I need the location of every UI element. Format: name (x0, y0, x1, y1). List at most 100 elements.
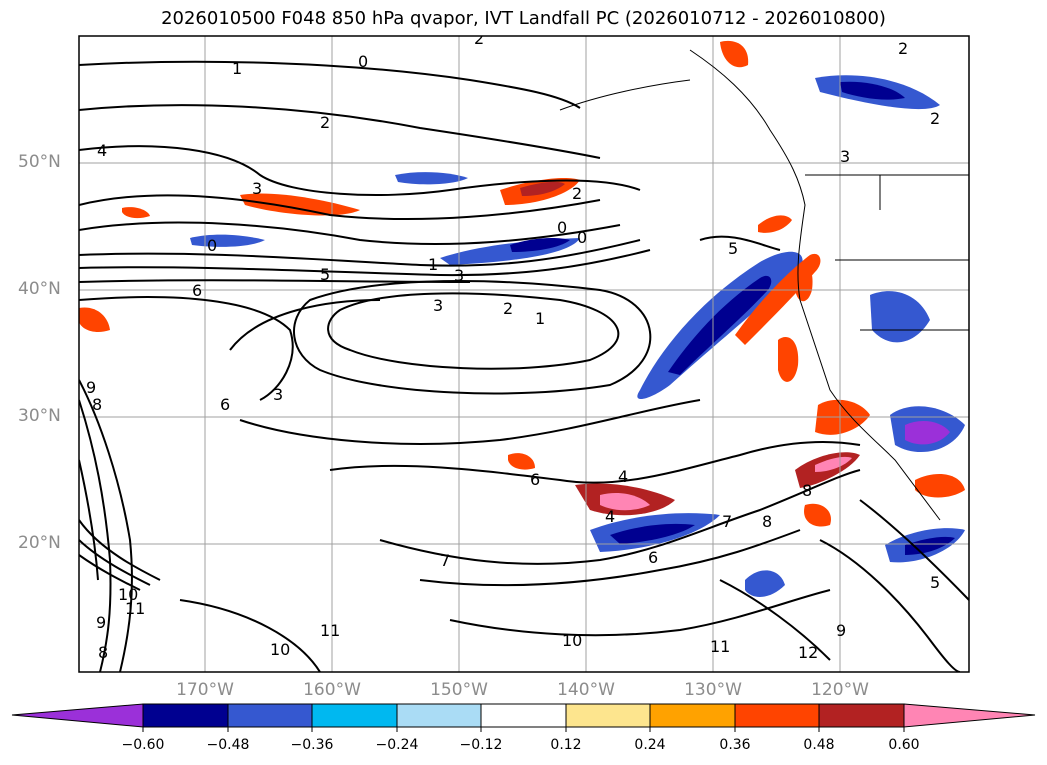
contour-label: 8 (98, 643, 108, 662)
shade-negative (840, 81, 905, 100)
colorbar-tick-label: −0.48 (206, 737, 250, 753)
colorbar-tick-label: −0.12 (459, 737, 503, 753)
contour-label: 8 (762, 512, 772, 531)
contour-label: 11 (125, 599, 145, 618)
colorbar-tick-label: −0.24 (375, 737, 419, 753)
colorbar-tick-label: 0.48 (803, 737, 835, 753)
contour-label: 9 (836, 621, 846, 640)
contour-label: 2 (320, 113, 330, 132)
contour-label: 6 (530, 470, 540, 489)
shade-positive (778, 337, 799, 382)
contour-label: 10 (270, 640, 290, 659)
contour-label: 2 (474, 29, 484, 48)
colorbar-bin (396, 703, 482, 728)
lon-label-140w: 140°W (557, 680, 615, 700)
contour-label: 0 (358, 52, 368, 71)
shade-positive (915, 474, 965, 498)
contour-label: 2 (930, 109, 940, 128)
contour-label: 5 (930, 573, 940, 592)
colorbar-tick-label: 0.24 (634, 737, 666, 753)
shade-positive (758, 215, 792, 233)
contour-label: 0 (557, 218, 567, 237)
plot-frame (78, 35, 970, 673)
map-title: 2026010500 F048 850 hPa qvapor, IVT Land… (161, 8, 886, 29)
colorbar (11, 703, 1036, 732)
contour-label: 2 (572, 184, 582, 203)
colorbar-tick-label: 0.60 (888, 737, 920, 753)
shade-positive (240, 193, 360, 216)
lon-label-150w: 150°W (430, 680, 488, 700)
shade-negative (668, 275, 772, 375)
contour-label: 2 (503, 299, 513, 318)
shade-negative (905, 420, 950, 445)
contour-label: 1 (428, 255, 438, 274)
colorbar-bin (311, 703, 398, 728)
contour-label: 6 (192, 281, 202, 300)
contour-label: 6 (220, 395, 230, 414)
lon-label-130w: 130°W (684, 680, 742, 700)
lon-label-160w: 160°W (303, 680, 361, 700)
colorbar-bin (480, 703, 567, 728)
contour-label: 3 (252, 179, 262, 198)
shade-negative (510, 237, 570, 252)
contour-label: 10 (118, 585, 138, 604)
lon-label-170w: 170°W (176, 680, 234, 700)
graticule (79, 36, 969, 672)
contour-label: 2 (898, 39, 908, 58)
shade-positive (508, 453, 535, 470)
contour-label: 12 (798, 643, 818, 662)
contour-label: 11 (320, 621, 340, 640)
plot-area (79, 36, 969, 672)
shade-positive (122, 207, 150, 219)
colorbar-extend-low (11, 703, 144, 728)
shade-positive (520, 181, 565, 196)
contour-label: 5 (728, 239, 738, 258)
lat-label-20n: 20°N (18, 533, 61, 553)
contour-label: 6 (648, 548, 658, 567)
colorbar-bin (227, 703, 313, 728)
colorbar-bin (818, 703, 905, 728)
shade-positive (815, 456, 852, 472)
contour-label: 3 (840, 147, 850, 166)
shade-positive (804, 503, 831, 527)
contour-label: 4 (618, 467, 628, 486)
lat-label-50n: 50°N (18, 152, 61, 172)
colorbar-bin (649, 703, 736, 728)
colorbar-tick-label: −0.60 (121, 737, 165, 753)
contour-label: 5 (320, 265, 330, 284)
shade-negative (745, 570, 785, 597)
contour-label-group: 2 1 0 2 2 4 3 0 2 0 0 5 1 3 6 3 2 1 5 3 … (86, 29, 940, 662)
shade-negative (905, 536, 955, 555)
contour-label: 8 (92, 395, 102, 414)
contour-label: 3 (273, 385, 283, 404)
colorbar-extend-high (903, 703, 1036, 728)
colorbar-bin (734, 703, 820, 728)
contour-label: 3 (454, 266, 464, 285)
contour-label: 4 (605, 507, 615, 526)
contour-label: 9 (96, 613, 106, 632)
colorbar-tick-label: 0.12 (550, 737, 582, 753)
contour-label: 1 (535, 309, 545, 328)
contour-label: 9 (86, 378, 96, 397)
lon-label-120w: 120°W (811, 680, 869, 700)
colorbar-tick-label: −0.36 (290, 737, 334, 753)
colorbar-bin (565, 703, 651, 728)
ivt-contours (79, 60, 969, 672)
contour-label: 4 (97, 141, 107, 160)
shade-positive (79, 307, 110, 333)
contour-label: 11 (710, 637, 730, 656)
shade-negative (610, 523, 695, 544)
contour-label: 7 (440, 551, 450, 570)
lat-label-40n: 40°N (18, 279, 61, 299)
contour-label: 7 (722, 512, 732, 531)
shade-negative (395, 172, 468, 185)
contour-label: 10 (562, 631, 582, 650)
contour-label: 0 (207, 236, 217, 255)
shade-negative (190, 234, 265, 247)
colorbar-tick-label: 0.36 (719, 737, 751, 753)
contour-label: 3 (433, 296, 443, 315)
shade-positive (600, 493, 650, 511)
colorbar-bin (142, 703, 229, 728)
contour-label: 8 (802, 481, 812, 500)
